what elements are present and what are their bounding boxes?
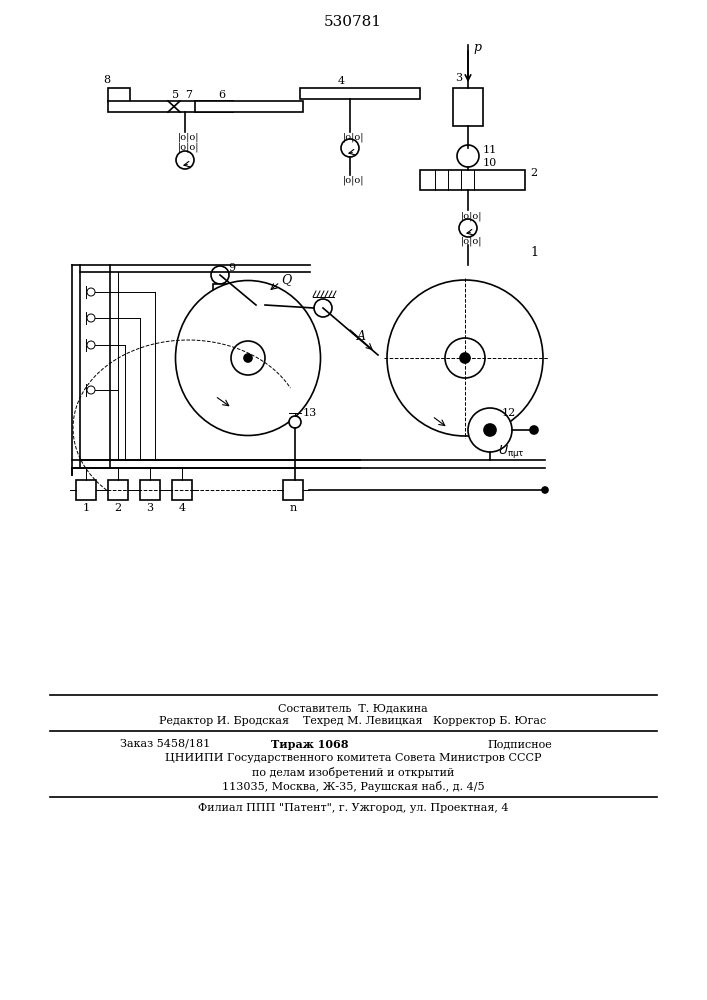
Circle shape — [445, 338, 485, 378]
Bar — [108, 88, 130, 102]
Text: n: n — [289, 503, 297, 513]
Bar — [213, 284, 227, 309]
Circle shape — [247, 296, 265, 314]
Bar — [108, 101, 233, 112]
Circle shape — [530, 426, 538, 434]
Text: 3: 3 — [455, 73, 462, 83]
Bar — [76, 480, 96, 500]
Text: Подписное: Подписное — [488, 739, 552, 749]
Circle shape — [341, 139, 359, 157]
Circle shape — [231, 341, 265, 375]
Circle shape — [289, 416, 301, 428]
Circle shape — [176, 151, 194, 169]
Text: 12: 12 — [502, 408, 516, 418]
Circle shape — [87, 341, 95, 349]
Text: 7: 7 — [185, 90, 192, 100]
Text: Филиал ППП "Патент", г. Ужгород, ул. Проектная, 4: Филиал ППП "Патент", г. Ужгород, ул. Про… — [198, 803, 508, 813]
Circle shape — [314, 299, 332, 317]
Text: 2: 2 — [530, 168, 537, 178]
Bar — [195, 101, 303, 112]
Text: |o|o|: |o|o| — [461, 211, 482, 221]
Text: 5: 5 — [172, 90, 179, 100]
Bar — [140, 480, 160, 500]
Circle shape — [387, 280, 543, 436]
Text: A: A — [357, 330, 366, 344]
Bar — [453, 88, 483, 126]
Ellipse shape — [175, 280, 320, 436]
Circle shape — [460, 353, 470, 363]
Circle shape — [211, 266, 229, 284]
Text: 2: 2 — [115, 503, 122, 513]
Text: 4: 4 — [178, 503, 185, 513]
Bar — [108, 480, 128, 500]
Circle shape — [244, 354, 252, 362]
Text: |o|o|: |o|o| — [461, 236, 482, 246]
Text: 1: 1 — [530, 245, 538, 258]
Text: $U_{\rm \pi\mu\tau}$: $U_{\rm \pi\mu\tau}$ — [498, 444, 525, 460]
Text: |o|o|: |o|o| — [178, 142, 199, 152]
Text: 113035, Москва, Ж-35, Раушская наб., д. 4/5: 113035, Москва, Ж-35, Раушская наб., д. … — [222, 781, 484, 792]
Text: Заказ 5458/181: Заказ 5458/181 — [120, 739, 210, 749]
Circle shape — [468, 408, 512, 452]
Text: |o|o|: |o|o| — [178, 132, 199, 142]
Bar — [283, 480, 303, 500]
Text: 4: 4 — [338, 76, 345, 86]
Bar — [420, 170, 525, 190]
Text: 3: 3 — [146, 503, 153, 513]
Text: по делам изобретений и открытий: по делам изобретений и открытий — [252, 767, 454, 778]
Text: p: p — [473, 41, 481, 54]
Text: 8: 8 — [103, 75, 110, 85]
Text: ЦНИИПИ Государственного комитета Совета Министров СССР: ЦНИИПИ Государственного комитета Совета … — [165, 753, 542, 763]
Text: Составитель  Т. Юдакина: Составитель Т. Юдакина — [278, 703, 428, 713]
Circle shape — [87, 314, 95, 322]
Text: Редактор И. Бродская    Техред М. Левицкая   Корректор Б. Югас: Редактор И. Бродская Техред М. Левицкая … — [159, 716, 547, 726]
Bar — [300, 88, 420, 99]
Circle shape — [87, 386, 95, 394]
Circle shape — [457, 145, 479, 167]
Bar — [172, 480, 192, 500]
Text: 530781: 530781 — [324, 15, 382, 29]
Text: 9: 9 — [228, 263, 235, 273]
Text: Тираж 1068: Тираж 1068 — [271, 739, 349, 750]
Circle shape — [484, 424, 496, 436]
Text: 6: 6 — [218, 90, 225, 100]
Text: 1: 1 — [83, 503, 90, 513]
Text: |o|o|: |o|o| — [343, 175, 365, 185]
Text: 10: 10 — [483, 158, 497, 168]
Text: |o|o|: |o|o| — [343, 132, 365, 142]
Text: 11: 11 — [483, 145, 497, 155]
Text: 13: 13 — [303, 408, 317, 418]
Circle shape — [87, 288, 95, 296]
Text: Q: Q — [281, 273, 291, 286]
Circle shape — [542, 487, 548, 493]
Circle shape — [459, 219, 477, 237]
